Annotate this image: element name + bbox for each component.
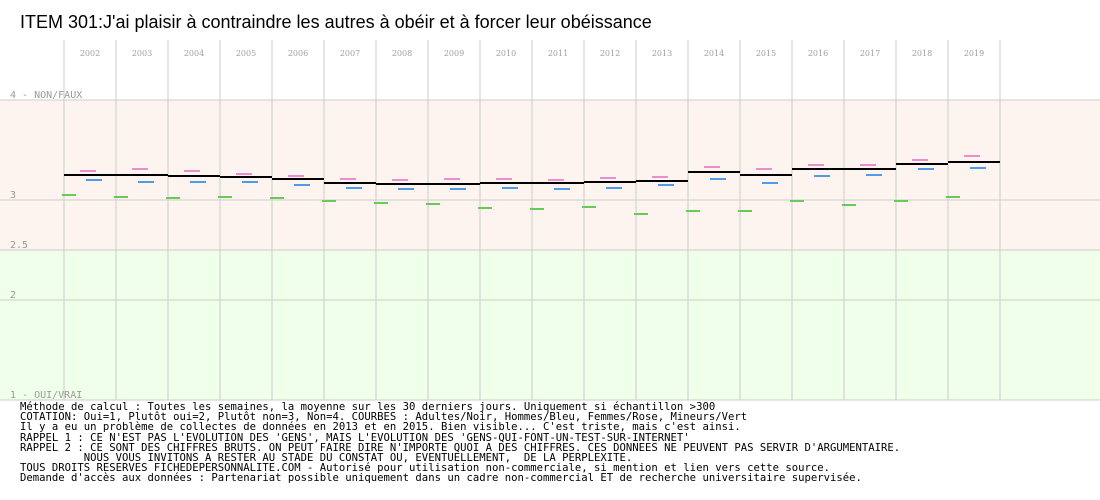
x-tick-label: 2013 <box>652 49 672 58</box>
note-line: RAPPEL 1 : CE N'EST PAS L'EVOLUTION DES … <box>20 431 690 444</box>
note-line: COTATION: Oui=1, Plutôt oui=2, Plutôt no… <box>20 411 748 424</box>
note-line: TOUS DROITS RESERVES FICHEDEPERSONNALITE… <box>20 462 831 475</box>
note-line: Demande d'accès aux données : Partenaria… <box>20 472 862 485</box>
x-tick-label: 2003 <box>132 49 152 58</box>
x-tick-label: 2009 <box>444 49 464 58</box>
y-tick-label: 4 - NON/FAUX <box>10 90 82 101</box>
chart-title: ITEM 301:J'ai plaisir à contraindre les … <box>20 12 652 32</box>
background-band <box>0 250 1100 400</box>
x-tick-label: 2016 <box>808 49 828 58</box>
x-tick-label: 2015 <box>756 49 776 58</box>
x-tick-label: 2006 <box>288 49 308 58</box>
x-tick-label: 2004 <box>184 49 204 58</box>
y-tick-label: 3 <box>10 190 16 201</box>
x-tick-label: 2019 <box>964 49 984 58</box>
note-line: RAPPEL 2 : CE SONT DES CHIFFRES BRUTS. O… <box>20 441 901 454</box>
y-tick-label: 2.5 <box>10 240 28 251</box>
x-tick-label: 2012 <box>600 49 620 58</box>
note-line: Il y a eu un problème de collectes de do… <box>20 421 741 434</box>
note-line: Méthode de calcul : Toutes les semaines,… <box>20 401 716 413</box>
note-line: NOUS VOUS INVITONS A RESTER AU STADE DU … <box>20 452 633 465</box>
x-tick-label: 2008 <box>392 49 412 58</box>
notes-block: Méthode de calcul : Toutes les semaines,… <box>20 402 1095 484</box>
x-tick-label: 2010 <box>496 49 516 58</box>
x-tick-label: 2018 <box>912 49 932 58</box>
x-tick-label: 2005 <box>236 49 256 58</box>
x-tick-label: 2007 <box>340 49 360 58</box>
y-tick-label: 2 <box>10 290 16 301</box>
x-tick-label: 2014 <box>704 49 724 58</box>
x-tick-label: 2002 <box>80 49 100 58</box>
x-tick-label: 2011 <box>548 49 568 58</box>
x-tick-label: 2017 <box>860 49 880 58</box>
y-tick-label: 1 - OUI/VRAI <box>10 390 82 401</box>
